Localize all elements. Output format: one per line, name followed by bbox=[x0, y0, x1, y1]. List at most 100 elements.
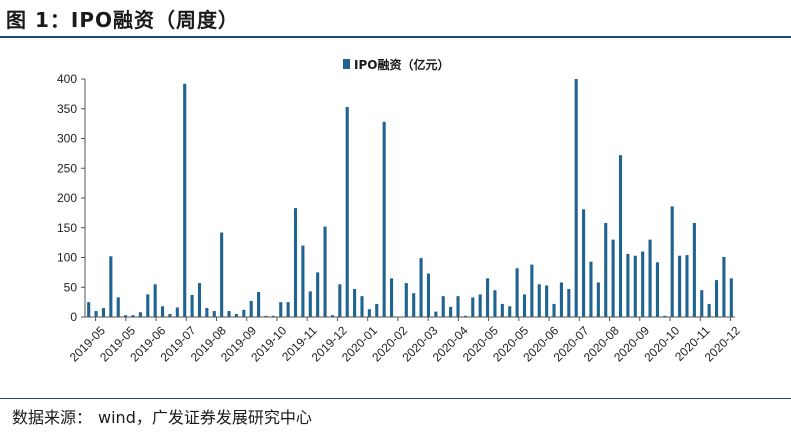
bar bbox=[375, 303, 379, 317]
legend-label: IPO融资（亿元） bbox=[354, 57, 449, 72]
bar bbox=[589, 261, 593, 317]
y-tick-label: 0 bbox=[70, 310, 77, 324]
bar bbox=[190, 294, 194, 317]
bar bbox=[353, 289, 357, 317]
bar bbox=[153, 284, 157, 317]
bar bbox=[692, 222, 696, 317]
bar bbox=[146, 294, 150, 317]
bar bbox=[508, 306, 512, 317]
bar bbox=[168, 314, 172, 317]
bar bbox=[559, 282, 563, 317]
bar bbox=[574, 79, 578, 317]
bar bbox=[138, 312, 142, 317]
y-axis: 0 50 100 150 200 250 300 350 400 bbox=[57, 72, 86, 324]
y-tick-label: 250 bbox=[57, 161, 77, 175]
bar bbox=[360, 296, 364, 317]
bars bbox=[87, 79, 733, 318]
ipo-bar-chart: IPO融资（亿元） 0 50 100 150 200 250 300 350 400 2019-… bbox=[57, 57, 743, 364]
bar bbox=[308, 291, 312, 317]
y-tick-label: 200 bbox=[57, 191, 77, 205]
bar bbox=[641, 251, 645, 317]
y-tick-label: 150 bbox=[57, 221, 77, 235]
bar bbox=[685, 255, 689, 317]
bar bbox=[500, 303, 504, 317]
bar bbox=[271, 315, 275, 317]
bar bbox=[183, 83, 187, 317]
bar bbox=[101, 308, 106, 317]
bar bbox=[234, 314, 238, 317]
source-text: wind，广发证券发展研究中心 bbox=[98, 408, 312, 427]
bar bbox=[257, 292, 261, 317]
bar bbox=[714, 280, 719, 317]
bar bbox=[663, 315, 667, 317]
bar bbox=[449, 306, 453, 317]
bar bbox=[522, 294, 527, 317]
bar bbox=[729, 278, 733, 317]
y-tick-label: 400 bbox=[57, 72, 77, 86]
bar bbox=[87, 302, 91, 318]
bar bbox=[626, 253, 630, 317]
bar bbox=[220, 232, 224, 317]
bar bbox=[463, 315, 467, 317]
top-rule bbox=[0, 36, 791, 38]
bar bbox=[567, 289, 571, 317]
bar bbox=[175, 307, 179, 317]
bar bbox=[227, 311, 231, 317]
bar bbox=[367, 309, 371, 317]
bar bbox=[582, 209, 586, 317]
bar bbox=[109, 256, 113, 317]
y-tick-label: 50 bbox=[64, 280, 78, 294]
legend-swatch bbox=[343, 59, 350, 69]
bottom-rule bbox=[0, 398, 791, 399]
bar bbox=[678, 255, 682, 317]
bar bbox=[530, 264, 534, 317]
bar bbox=[493, 290, 497, 317]
bar bbox=[486, 278, 490, 317]
bar bbox=[471, 297, 475, 317]
bar bbox=[618, 155, 623, 317]
bar bbox=[124, 315, 128, 317]
bar bbox=[205, 308, 209, 317]
bar bbox=[552, 303, 556, 317]
bar bbox=[426, 273, 431, 317]
bar bbox=[648, 239, 652, 317]
legend: IPO融资（亿元） bbox=[343, 57, 449, 72]
bar bbox=[655, 262, 659, 317]
figure-title: 图 1：IPO融资（周度） bbox=[6, 8, 239, 32]
bar bbox=[316, 272, 320, 318]
bar bbox=[116, 297, 120, 317]
bar bbox=[722, 256, 726, 317]
bar bbox=[197, 283, 202, 317]
bar bbox=[545, 285, 549, 317]
y-tick-label: 350 bbox=[57, 102, 77, 116]
bar bbox=[345, 106, 349, 317]
bar bbox=[404, 283, 408, 317]
x-axis: 2019-052019-052019-062019-072019-082019-… bbox=[67, 316, 743, 364]
bar bbox=[419, 258, 423, 317]
bar bbox=[94, 311, 98, 317]
bar bbox=[389, 278, 394, 317]
bar bbox=[323, 226, 327, 317]
bar bbox=[456, 296, 460, 317]
bar bbox=[242, 309, 246, 317]
bar bbox=[161, 306, 165, 317]
bar bbox=[330, 315, 334, 317]
bar bbox=[301, 245, 305, 317]
y-tick-label: 100 bbox=[57, 251, 77, 265]
bar bbox=[441, 296, 445, 317]
bar bbox=[604, 222, 608, 317]
bar bbox=[596, 282, 600, 317]
bar bbox=[700, 290, 704, 317]
bar bbox=[382, 121, 386, 317]
bar bbox=[293, 208, 298, 317]
bar bbox=[264, 315, 268, 317]
bar bbox=[286, 302, 290, 318]
source-note: 数据来源： wind，广发证券发展研究中心 bbox=[12, 404, 312, 428]
source-label: 数据来源： bbox=[12, 408, 93, 427]
bar bbox=[478, 294, 482, 317]
bar bbox=[338, 284, 342, 317]
bar bbox=[212, 311, 216, 317]
bar bbox=[434, 311, 438, 317]
bar bbox=[670, 206, 674, 317]
bar bbox=[279, 302, 283, 318]
